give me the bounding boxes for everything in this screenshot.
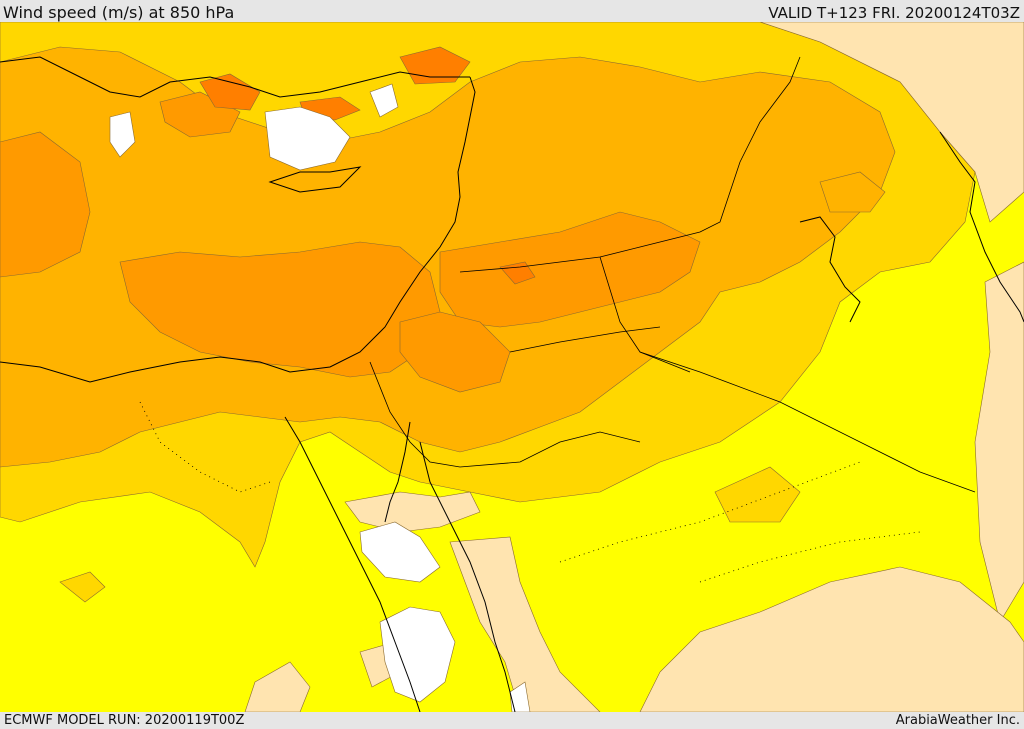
calm-wind-areas — [109, 83, 531, 712]
header-bar: Wind speed (m/s) at 850 hPa VALID T+123 … — [0, 0, 1024, 22]
credit: ArabiaWeather Inc. — [895, 713, 1020, 728]
footer-bar: ECMWF MODEL RUN: 20200119T00Z ArabiaWeat… — [0, 712, 1024, 729]
valid-time: VALID T+123 FRI. 20200124T03Z — [768, 4, 1020, 22]
model-run: ECMWF MODEL RUN: 20200119T00Z — [4, 713, 245, 728]
coastlines — [0, 56, 1024, 712]
borders — [369, 56, 976, 493]
map-title: Wind speed (m/s) at 850 hPa — [3, 3, 235, 22]
wind-speed-map — [0, 22, 1024, 712]
dotted-boundaries — [139, 401, 921, 583]
